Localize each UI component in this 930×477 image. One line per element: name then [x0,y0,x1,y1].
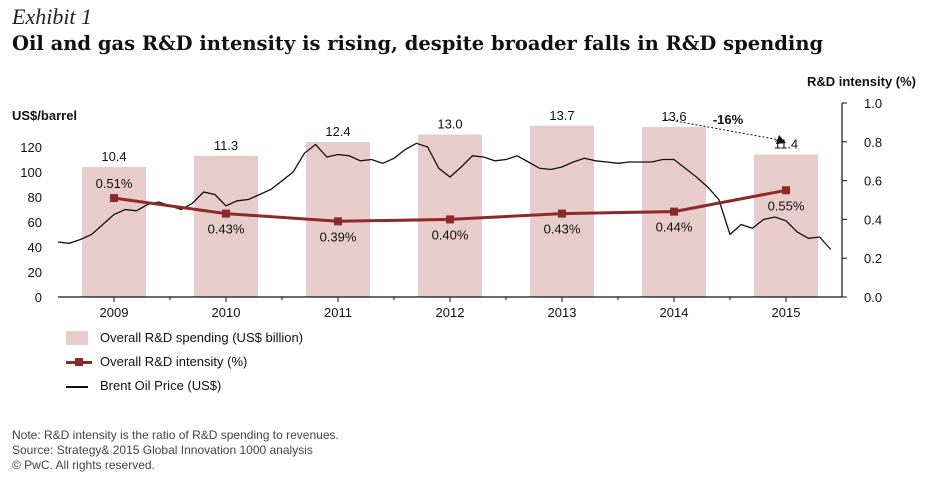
intensity-label-2010: 0.43% [208,222,245,237]
y-right-tick-label-0.4: 0.4 [864,212,882,227]
intensity-label-2011: 0.39% [320,229,357,244]
footnotes: Note: R&D intensity is the ratio of R&D … [12,428,339,473]
annotation-label: -16% [713,112,744,127]
legend-label-brent: Brent Oil Price (US$) [100,378,222,393]
intensity-label-2014: 0.44% [656,220,693,235]
exhibit-label: Exhibit 1 [12,4,93,29]
legend-swatch-intensity [66,358,92,366]
x-tick-label-2013: 2013 [548,305,577,320]
bar-label-2015: 11.4 [774,137,798,152]
intensity-point-2009 [110,194,118,203]
y-right-tick-label-0.6: 0.6 [864,174,882,189]
bar-label-2009: 10.4 [101,149,126,164]
legend-label-bars: Overall R&D spending (US$ billion) [100,330,304,345]
x-tick-label-2010: 2010 [212,305,241,320]
intensity-label-2012: 0.40% [432,227,469,242]
legend-swatch-brent [66,386,88,388]
y-axis-right-label: R&D intensity (%) [806,74,916,89]
intensity-label-2015: 0.55% [768,198,805,213]
intensity-label-2009: 0.51% [96,176,133,191]
y-left-tick-0: 0 [35,290,42,305]
y-right-tick-label-0.2: 0.2 [864,251,882,266]
intensity-point-2012 [446,215,454,224]
bar-2015 [754,154,818,297]
copyright-text: © PwC. All rights reserved. [12,458,155,472]
y-left-tick-60: 60 [28,215,42,230]
y-right-tick-label-1.0: 1.0 [864,96,882,111]
note-text: Note: R&D intensity is the ratio of R&D … [12,428,339,442]
y-left-tick-100: 100 [20,165,42,180]
intensity-label-2013: 0.43% [544,222,581,237]
bar-label-2010: 11.3 [214,138,238,153]
y-left-tick-80: 80 [28,190,42,205]
y-left-tick-120: 120 [20,140,42,155]
bar-label-2011: 12.4 [325,124,350,139]
legend-swatch-bars [66,331,88,345]
y-right-tick-label-0.0: 0.0 [864,290,882,305]
y-left-tick-40: 40 [28,240,42,255]
intensity-point-2010 [222,209,230,218]
bar-label-2012: 13.0 [437,117,462,132]
brent-price-line [57,142,832,250]
x-tick-label-2015: 2015 [772,305,801,320]
chart-title: Oil and gas R&D intensity is rising, des… [12,32,824,55]
intensity-point-2014 [670,207,678,216]
intensity-point-2011 [334,217,342,226]
legend-label-intensity: Overall R&D intensity (%) [100,354,248,369]
bar-label-2013: 13.7 [549,108,574,123]
source-text: Source: Strategy& 2015 Global Innovation… [12,443,313,457]
bar-2010 [194,155,258,297]
y-left-tick-20: 20 [28,265,42,280]
bar-label-2014: 13.6 [661,109,686,124]
annotation-arrow-head [776,135,786,144]
y-axis-left-label: US$/barrel [12,108,78,123]
intensity-point-2013 [558,209,566,218]
intensity-point-2015 [782,186,790,195]
x-tick-label-2014: 2014 [660,305,689,320]
y-right-tick-label-0.8: 0.8 [864,135,882,150]
x-tick-label-2009: 2009 [100,305,129,320]
bar-2009 [82,167,146,297]
x-tick-label-2011: 2011 [324,305,352,320]
x-tick-label-2012: 2012 [436,305,465,320]
